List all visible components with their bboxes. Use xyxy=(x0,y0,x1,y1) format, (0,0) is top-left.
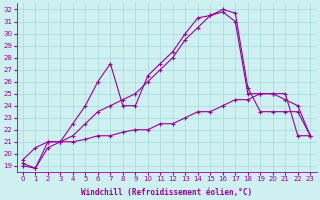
X-axis label: Windchill (Refroidissement éolien,°C): Windchill (Refroidissement éolien,°C) xyxy=(81,188,252,197)
